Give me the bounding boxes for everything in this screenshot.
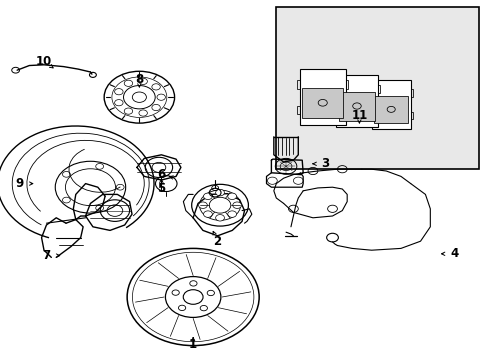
Circle shape [232, 202, 241, 208]
Bar [410, 90, 412, 97]
Circle shape [114, 89, 123, 95]
Text: 6: 6 [157, 168, 165, 181]
Circle shape [215, 215, 224, 221]
Circle shape [152, 84, 160, 90]
Circle shape [203, 211, 212, 217]
Circle shape [114, 100, 123, 106]
Text: 7: 7 [42, 249, 50, 262]
Bar [338, 92, 374, 121]
Bar [369, 112, 371, 119]
Text: 1: 1 [189, 338, 197, 351]
Text: 9: 9 [16, 177, 23, 190]
Bar [371, 80, 410, 129]
Bar [377, 85, 379, 93]
Bar [333, 109, 336, 117]
Circle shape [124, 80, 132, 86]
Bar [346, 105, 347, 114]
Bar [369, 90, 371, 97]
Bar [297, 105, 299, 114]
Bar [302, 88, 343, 118]
Bar [346, 80, 347, 89]
Bar [333, 85, 336, 93]
Text: 3: 3 [321, 157, 328, 170]
Circle shape [198, 202, 207, 208]
Text: 2: 2 [213, 235, 221, 248]
Bar [410, 112, 412, 119]
Bar [373, 96, 407, 123]
Circle shape [139, 78, 147, 85]
Bar [377, 109, 379, 117]
Circle shape [227, 211, 236, 217]
Circle shape [139, 110, 147, 116]
Circle shape [152, 104, 160, 111]
Text: 10: 10 [36, 55, 52, 68]
Circle shape [157, 94, 165, 100]
Bar [276, 7, 478, 169]
Text: 11: 11 [350, 109, 367, 122]
Circle shape [124, 108, 132, 114]
Circle shape [227, 193, 236, 199]
Text: 4: 4 [450, 247, 458, 260]
Circle shape [203, 193, 212, 199]
Text: 8: 8 [135, 73, 143, 86]
Bar [299, 69, 346, 125]
Bar [297, 80, 299, 89]
Bar [336, 75, 377, 127]
Circle shape [215, 189, 224, 196]
Text: 5: 5 [157, 183, 165, 195]
